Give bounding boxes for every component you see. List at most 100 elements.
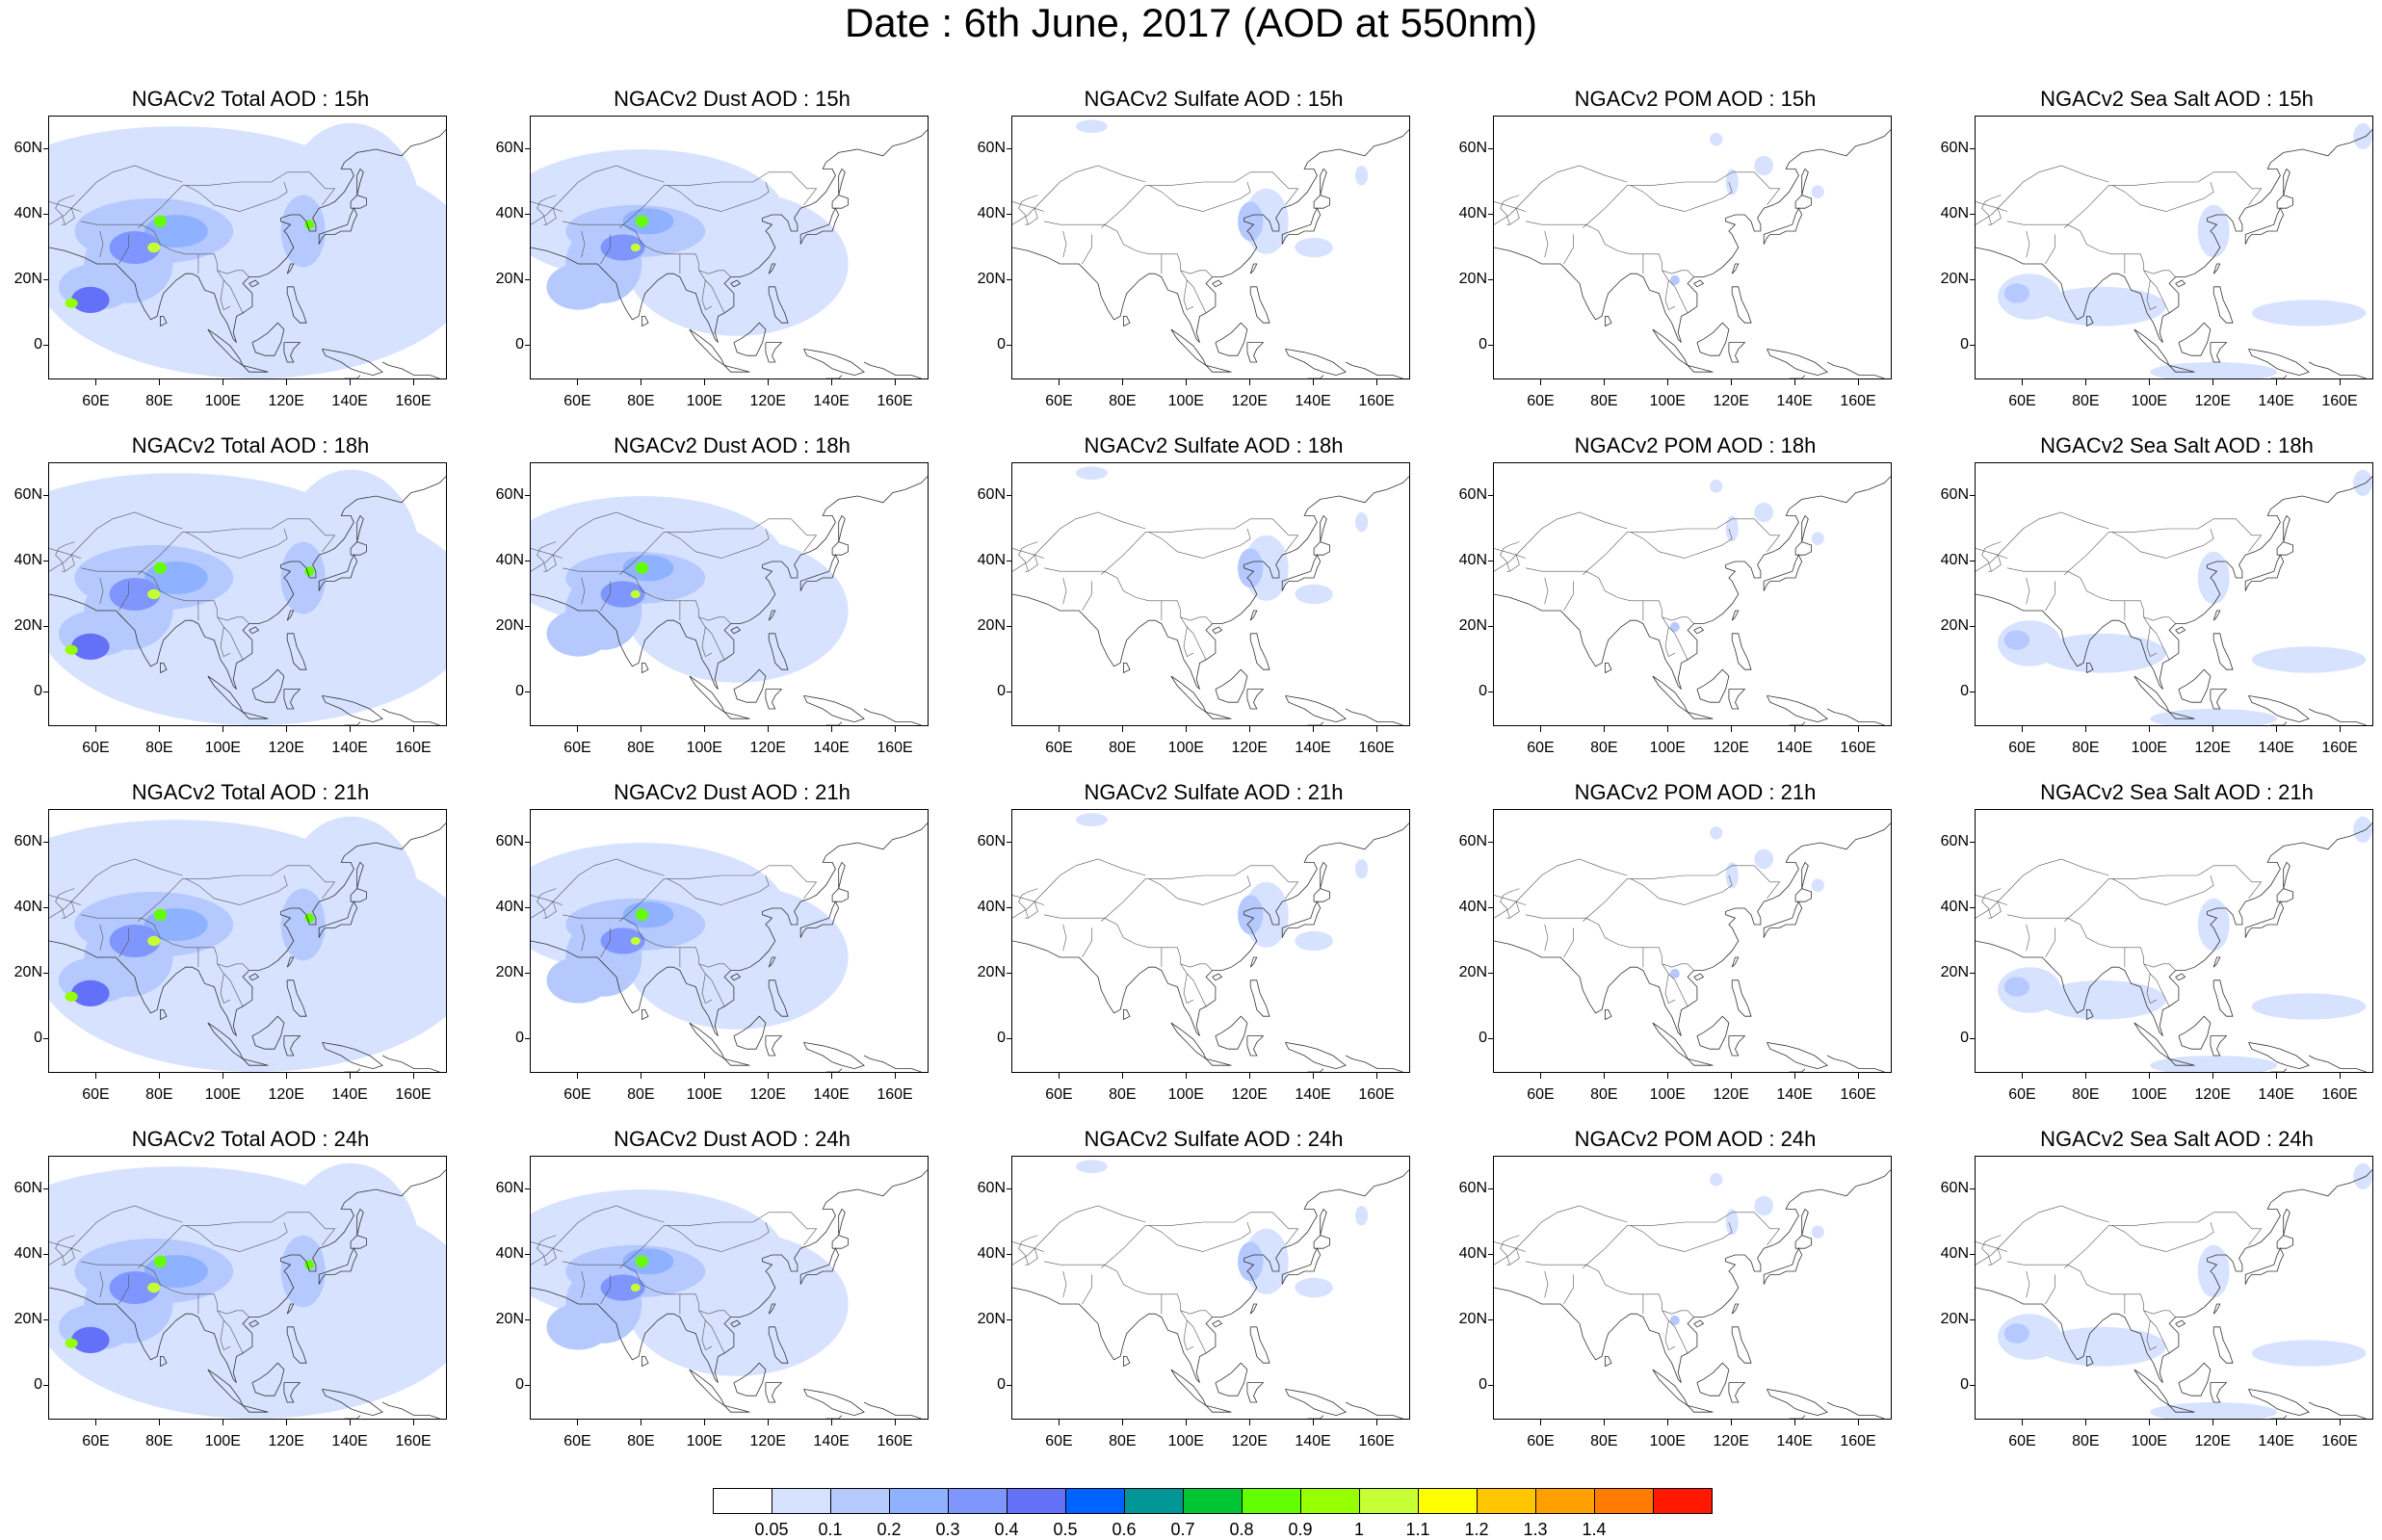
aod-map	[1494, 476, 1891, 725]
country-border	[1585, 570, 1694, 624]
lon-label: 120E	[268, 1433, 304, 1449]
coastline	[641, 1356, 649, 1367]
lat-label: 20N	[1940, 964, 1969, 980]
colorbar-swatch	[1242, 1488, 1301, 1514]
lat-label: 60N	[1940, 140, 1969, 156]
lat-label: 60N	[1458, 486, 1487, 503]
lon-tick	[413, 726, 415, 732]
lon-tick	[1794, 1420, 1796, 1425]
lat-label: 20N	[1458, 617, 1487, 634]
aod-map	[1012, 119, 1409, 378]
lon-tick	[2022, 726, 2024, 732]
lon-label: 160E	[2321, 740, 2358, 756]
lat-label: 20N	[495, 964, 524, 980]
aod-contour	[635, 215, 648, 227]
lon-tick	[1540, 379, 1542, 385]
lat-label: 60N	[495, 833, 524, 849]
aod-contour	[1295, 237, 1333, 258]
lat-label: 60N	[1458, 1180, 1487, 1196]
aod-contour	[65, 298, 78, 308]
coastline	[1687, 1405, 1714, 1413]
country-border	[1062, 577, 1067, 605]
aod-map	[531, 129, 928, 378]
country-border	[62, 555, 75, 572]
lon-label: 160E	[2321, 393, 2358, 409]
coastline	[2175, 626, 2186, 635]
coastline	[825, 1068, 843, 1072]
lon-label: 160E	[395, 740, 432, 756]
country-border	[537, 195, 557, 225]
panel-title: NGACv2 Dust AOD : 24h	[614, 1127, 851, 1151]
coastline	[723, 365, 750, 373]
coastline	[249, 1319, 260, 1328]
coastline	[2178, 668, 2212, 703]
lat-tick	[525, 345, 531, 346]
coastline	[1320, 1208, 1327, 1236]
coastline	[2086, 1009, 2094, 1020]
country-border	[220, 626, 231, 658]
coastline	[1728, 1382, 1746, 1403]
lon-tick	[1540, 1420, 1542, 1425]
coastline	[350, 888, 367, 902]
coastline	[2133, 1369, 2171, 1407]
coastline	[2168, 1058, 2195, 1066]
colorbar-swatch	[1477, 1488, 1536, 1514]
colorbar-label: 0.7	[1170, 1520, 1195, 1539]
coastline	[765, 689, 783, 710]
coastline	[344, 1068, 361, 1072]
colorbar-swatch	[1418, 1488, 1478, 1514]
country-border	[1183, 973, 1194, 1005]
aod-contour	[2251, 1340, 2367, 1367]
map-panel-dust-24h: NGACv2 Dust AOD : 24h 60N 40N 20N 0 60E 80E 100…	[482, 1127, 963, 1469]
country-border	[698, 270, 725, 314]
coastline	[381, 708, 440, 725]
coastline	[1696, 1015, 1730, 1050]
country-border	[1500, 888, 1520, 919]
coastline	[318, 554, 358, 591]
coastline	[1320, 861, 1327, 889]
lat-tick	[525, 1188, 531, 1189]
lon-tick	[286, 1420, 288, 1425]
aod-contour	[1295, 584, 1333, 605]
coastline	[531, 822, 928, 1036]
coastline	[2308, 361, 2367, 378]
lon-tick	[95, 379, 97, 385]
country-border	[667, 1221, 770, 1252]
lat-label: 60N	[977, 1180, 1006, 1196]
country-border	[138, 1212, 336, 1268]
lon-tick	[1313, 1073, 1315, 1079]
country-border	[1664, 1319, 1676, 1351]
country-border	[1018, 888, 1038, 919]
map-panel-pom-15h: NGACv2 POM AOD : 15h 60N 40N 20N 0 60E 80E 100E…	[1445, 87, 1926, 429]
lon-tick	[1186, 726, 1188, 732]
country-border	[1018, 1235, 1038, 1266]
lon-label: 140E	[813, 1086, 850, 1103]
aod-contour	[546, 611, 611, 657]
coastline	[2212, 956, 2221, 968]
coastline	[1313, 888, 1330, 902]
lon-tick	[350, 1420, 352, 1425]
lat-label: 20N	[977, 271, 1006, 287]
aod-contour	[1354, 1206, 1369, 1226]
aod-contour	[1238, 1241, 1264, 1282]
coastline	[1285, 1042, 1347, 1070]
lat-tick	[1007, 1319, 1012, 1320]
lon-tick	[2149, 726, 2151, 732]
map-frame	[1975, 1156, 2373, 1420]
lon-label: 100E	[1167, 1433, 1204, 1449]
lat-tick	[43, 1188, 49, 1189]
country-border	[667, 181, 770, 212]
country-border	[1062, 1270, 1067, 1298]
aod-contour	[2197, 898, 2230, 952]
lat-label: 0	[997, 336, 1006, 352]
country-border	[1494, 1205, 1628, 1266]
country-border	[1018, 195, 1038, 225]
map-frame	[48, 1156, 447, 1420]
coastline	[1307, 375, 1324, 378]
country-border	[2146, 1319, 2158, 1351]
map-frame	[48, 116, 447, 379]
colorbar-swatch	[1535, 1488, 1595, 1514]
aod-contour	[630, 936, 641, 946]
coastline	[1249, 979, 1270, 1017]
country-border	[2064, 518, 2263, 575]
